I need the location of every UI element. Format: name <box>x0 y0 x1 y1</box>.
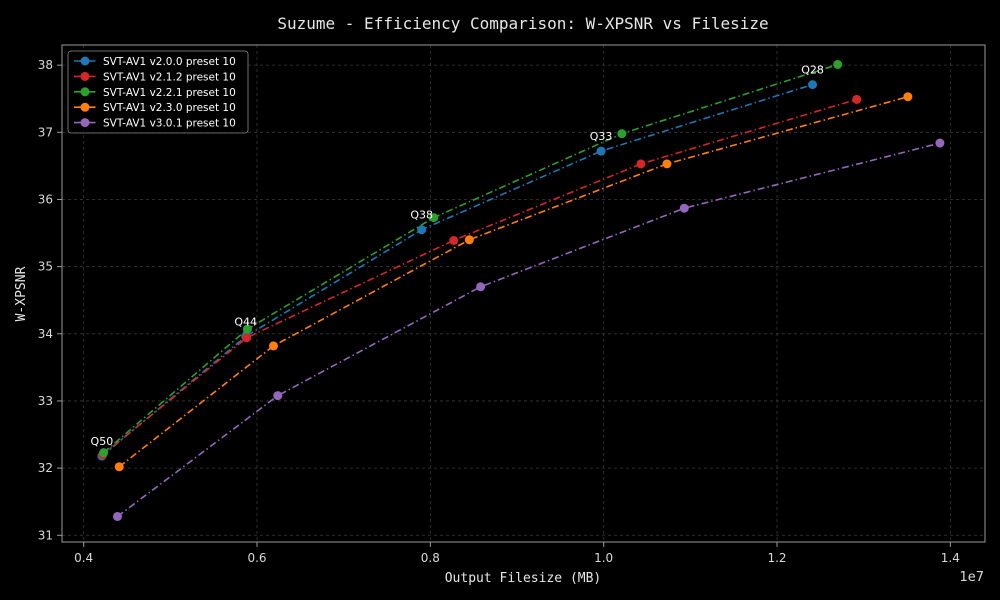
x-tick-label: 1.0 <box>594 551 613 565</box>
legend-entry: SVT-AV1 v2.0.0 preset 10 <box>103 56 236 68</box>
legend-entry: SVT-AV1 v3.0.1 preset 10 <box>103 118 236 130</box>
data-point <box>242 333 252 343</box>
point-annotation: Q33 <box>590 130 613 143</box>
data-point <box>112 511 122 521</box>
data-point <box>662 159 672 169</box>
y-tick-label: 35 <box>38 260 53 274</box>
x-axis: 0.4 0.6 0.8 1.0 1.2 1.4 <box>74 542 960 565</box>
y-tick-label: 33 <box>38 394 53 408</box>
legend-swatch-marker <box>80 56 90 66</box>
legend-entry: SVT-AV1 v2.3.0 preset 10 <box>103 102 236 114</box>
series-layer <box>97 59 945 521</box>
x-tick-label: 0.8 <box>421 551 440 565</box>
series-3 <box>99 59 843 458</box>
series-2 <box>98 94 862 460</box>
y-tick-label: 32 <box>38 461 53 475</box>
series-line <box>102 98 857 456</box>
x-tick-label: 1.4 <box>941 551 960 565</box>
data-point <box>476 282 486 292</box>
data-point <box>99 448 109 458</box>
legend-entry: SVT-AV1 v2.1.2 preset 10 <box>103 71 236 83</box>
legend-box <box>67 50 249 134</box>
data-point <box>273 391 283 401</box>
chart-title: Suzume - Efficiency Comparison: W-XPSNR … <box>277 14 768 33</box>
x-tick-label: 1.2 <box>767 551 786 565</box>
legend: SVT-AV1 v2.0.0 preset 10 SVT-AV1 v2.1.2 p… <box>67 50 249 134</box>
x-tick-label: 0.4 <box>74 551 93 565</box>
y-tick-label: 37 <box>38 125 53 139</box>
x-axis-label: Output Filesize (MB) <box>445 571 602 586</box>
point-annotation: Q50 <box>91 435 114 448</box>
point-annotation: Q28 <box>801 64 824 77</box>
y-axis-label: W-XPSNR <box>14 266 29 321</box>
data-point <box>429 213 439 223</box>
data-point <box>808 80 818 90</box>
data-point <box>679 203 689 213</box>
x-tick-label: 0.6 <box>247 551 266 565</box>
series-line <box>118 95 909 468</box>
data-point <box>833 59 843 69</box>
legend-swatch-marker <box>80 87 90 97</box>
data-point <box>242 324 252 334</box>
legend-swatch-marker <box>80 71 90 81</box>
data-point <box>935 138 945 148</box>
data-point <box>596 146 606 156</box>
x-axis-offset-label: 1e7 <box>959 570 984 585</box>
legend-swatch-marker <box>80 102 90 112</box>
y-tick-label: 31 <box>38 528 53 542</box>
data-point <box>417 225 427 235</box>
series-4 <box>114 92 913 472</box>
annotations: Q50 Q44 Q38 Q33 Q28 <box>91 64 824 448</box>
legend-swatch-marker <box>80 118 90 128</box>
data-point <box>852 94 862 104</box>
plot-frame <box>61 44 986 543</box>
point-annotation: Q44 <box>234 315 257 328</box>
data-point <box>636 159 646 169</box>
data-point <box>114 462 124 472</box>
y-axis: 31 32 33 34 35 36 37 38 <box>38 58 62 542</box>
data-point <box>903 92 913 102</box>
data-point <box>464 235 474 245</box>
grid <box>62 45 985 542</box>
data-point <box>449 235 459 245</box>
y-tick-label: 34 <box>38 327 53 341</box>
point-annotation: Q38 <box>410 209 433 222</box>
y-tick-label: 36 <box>38 192 53 206</box>
data-point <box>617 129 627 139</box>
legend-entry: SVT-AV1 v2.2.1 preset 10 <box>103 87 236 99</box>
data-point <box>268 341 278 351</box>
series-5 <box>112 138 945 521</box>
y-tick-label: 38 <box>38 58 53 72</box>
